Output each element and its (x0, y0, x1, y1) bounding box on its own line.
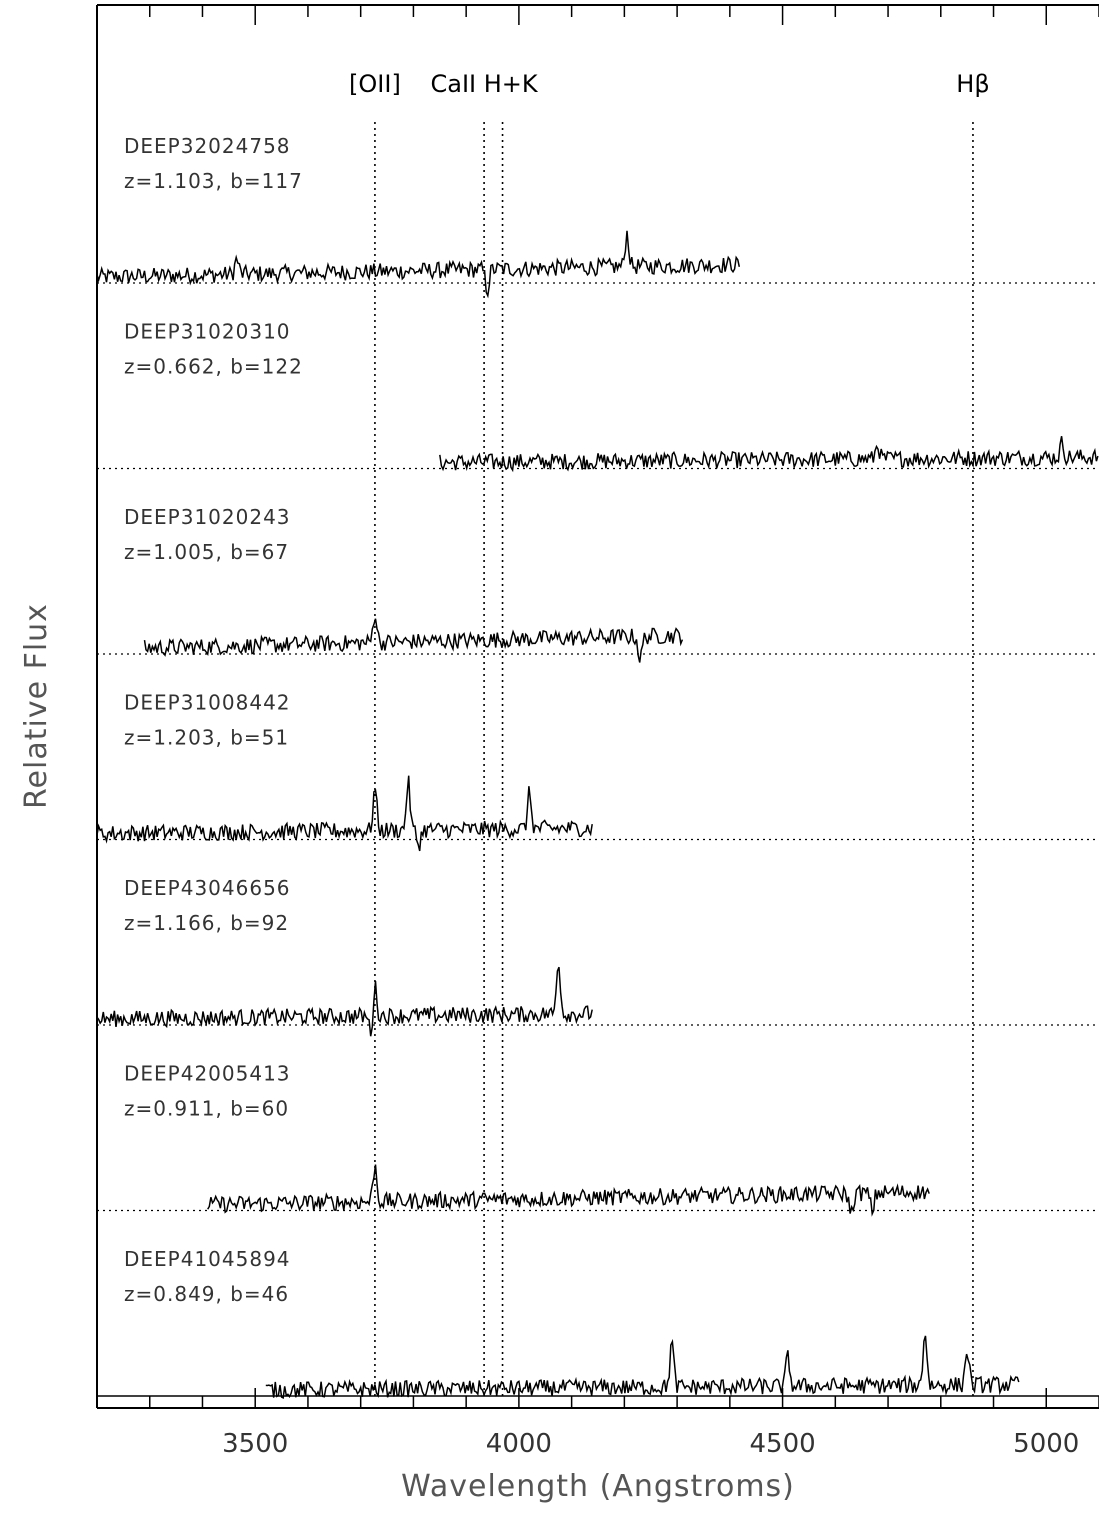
spectrum-DEEP31020243: DEEP31020243 z=1.005, b=67 (97, 505, 1099, 663)
plot-frame (96, 4, 1099, 1409)
spectrum-trace (439, 436, 1099, 473)
series-info: z=1.166, b=92 (124, 911, 289, 935)
series-info: z=1.203, b=51 (124, 726, 289, 750)
series-name: DEEP42005413 (124, 1062, 291, 1086)
line-marker-label: Hβ (956, 70, 989, 98)
x-tick-label: 4000 (486, 1429, 552, 1459)
series-name: DEEP31008442 (124, 691, 291, 715)
series-name: DEEP41045894 (124, 1247, 291, 1271)
series-info: z=1.005, b=67 (124, 540, 289, 564)
spectrum-DEEP31020310: DEEP31020310 z=0.662, b=122 (97, 320, 1099, 473)
spectrum-trace (207, 1164, 930, 1217)
series-info: z=0.849, b=46 (124, 1282, 289, 1306)
series-name: DEEP32024758 (124, 134, 291, 158)
y-axis-label: Relative Flux (19, 603, 54, 809)
series-name: DEEP43046656 (124, 876, 291, 900)
x-axis-label: Wavelength (Angstroms) (401, 1469, 795, 1504)
spectrum-trace (96, 775, 593, 852)
series-name: DEEP31020243 (124, 505, 291, 529)
spectrum-DEEP32024758: DEEP32024758 z=1.103, b=117 (96, 134, 1099, 299)
line-marker-label: CaII H+K (431, 70, 539, 98)
spectrum-DEEP43046656: DEEP43046656 z=1.166, b=92 (96, 876, 1099, 1037)
spectrum-DEEP41045894: DEEP41045894 z=0.849, b=46 (97, 1247, 1099, 1400)
series-info: z=1.103, b=117 (124, 169, 303, 193)
emission-line-markers: [OII] CaII H+K Hβ (349, 70, 990, 1400)
series-info: z=0.911, b=60 (124, 1097, 289, 1121)
spectrum-trace (265, 1335, 1020, 1400)
x-tick-label: 3500 (222, 1429, 288, 1459)
series-info: z=0.662, b=122 (124, 355, 303, 379)
x-tick-label: 4500 (749, 1429, 815, 1459)
spectrum-DEEP42005413: DEEP42005413 z=0.911, b=60 (97, 1062, 1099, 1217)
spectrum-trace (143, 618, 684, 663)
x-axis-ticks: 3500 4000 4500 5000 (96, 5, 1099, 1459)
x-tick-label: 5000 (1013, 1429, 1079, 1459)
spectrum-trace (96, 230, 741, 299)
spectrum-trace (96, 966, 593, 1037)
series-name: DEEP31020310 (124, 320, 291, 344)
line-marker-label: [OII] (349, 70, 401, 98)
spectra-series: DEEP32024758 z=1.103, b=117 DEEP31020310 z=… (96, 134, 1099, 1400)
spectrum-DEEP31008442: DEEP31008442 z=1.203, b=51 (96, 691, 1099, 852)
